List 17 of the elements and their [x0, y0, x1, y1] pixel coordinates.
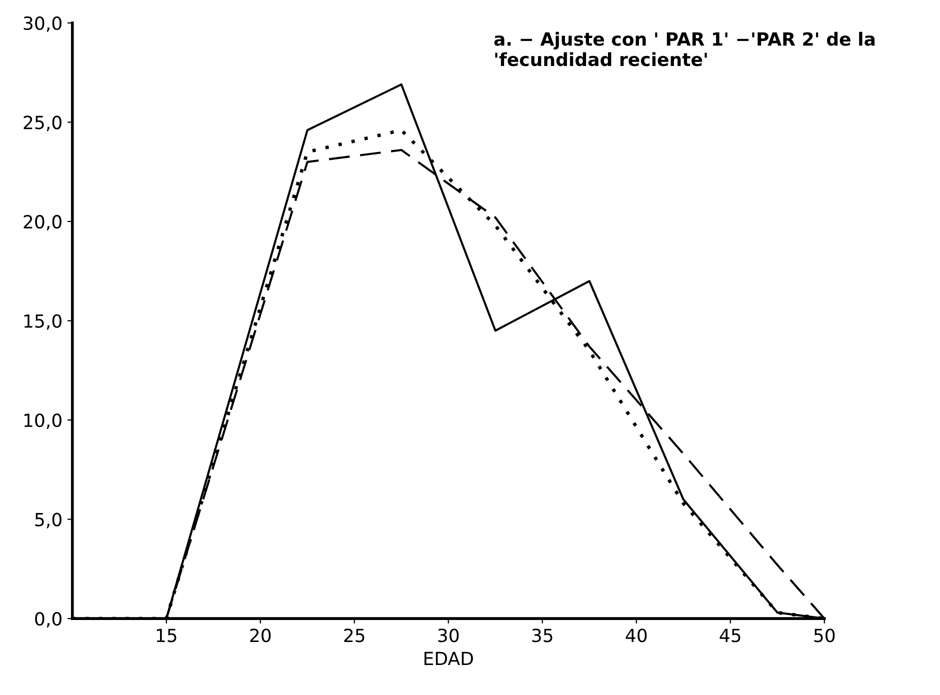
- y-tick-label: 25,0: [24, 116, 62, 132]
- x-axis-title: EDAD: [424, 652, 473, 666]
- y-tick-label: 0,0: [35, 612, 62, 628]
- x-tick-label: 50: [814, 628, 835, 642]
- x-tick-label: 25: [344, 628, 364, 642]
- y-tick-label: 30,0: [24, 16, 62, 32]
- annotation: a. − Ajuste con ' PAR 1' −'PAR 2' de la 'fecundidad reciente': [494, 32, 875, 66]
- y-tick-label: 15,0: [24, 314, 62, 330]
- x-tick-label: 30: [438, 628, 459, 642]
- y-tick-label: 20,0: [24, 214, 62, 230]
- y-tick-label: 5,0: [35, 512, 62, 528]
- x-tick-label: 45: [720, 628, 740, 642]
- x-tick-label: 40: [626, 628, 647, 642]
- x-tick-label: 20: [250, 628, 271, 642]
- x-tick-label: 35: [532, 628, 552, 642]
- y-tick-label: 10,0: [24, 413, 62, 429]
- x-tick-label: 15: [156, 628, 176, 642]
